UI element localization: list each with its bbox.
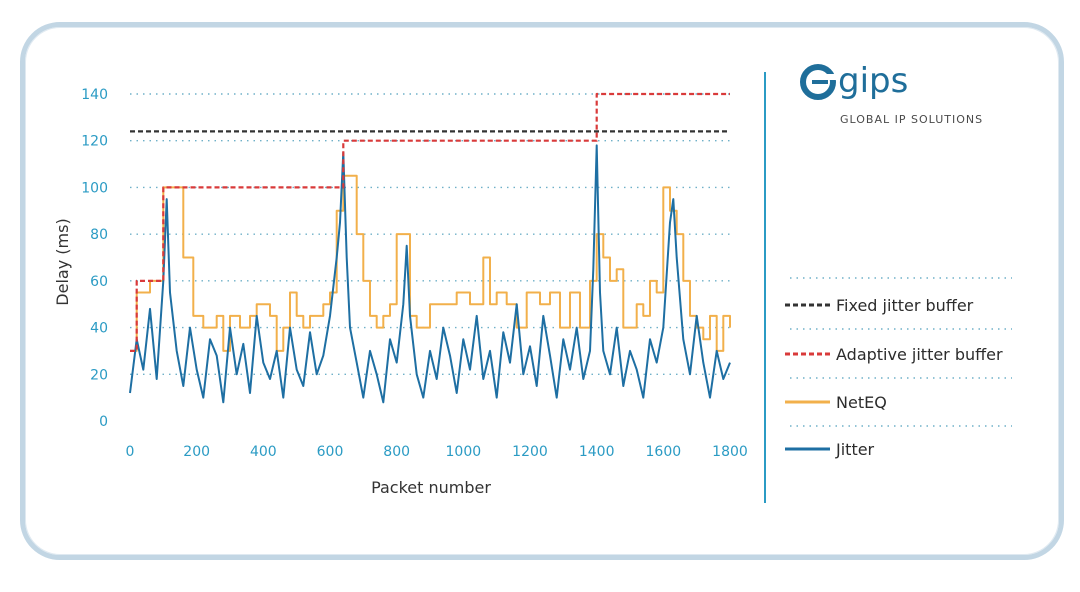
x-tick-label: 800	[383, 444, 410, 460]
y-tick-label: 140	[81, 87, 108, 103]
grid-lines	[130, 93, 730, 375]
brand-name: gips	[838, 61, 908, 101]
series-lines	[129, 92, 731, 404]
x-tick-label: 600	[317, 444, 344, 460]
x-tick-label: 1800	[712, 444, 748, 460]
legend-label-jitter: Jitter	[835, 440, 875, 459]
legend: Fixed jitter buffer Adaptive jitter buffe…	[785, 277, 1012, 459]
y-tick-label: 0	[99, 414, 108, 430]
legend-label-adaptive-jitter-buffer: Adaptive jitter buffer	[836, 345, 1003, 364]
y-tick-labels: 0 20 40 60 80 100 120 140	[81, 87, 108, 430]
x-tick-labels: 0 200 400 600 800 1000 1200 1400 1600 1800	[126, 444, 748, 460]
x-tick-label: 200	[183, 444, 210, 460]
y-tick-label: 40	[90, 321, 108, 337]
series-line-jitter	[129, 144, 731, 404]
x-axis-title: Packet number	[371, 478, 491, 497]
x-tick-label: 1000	[446, 444, 482, 460]
series-line-adaptive-jitter-buffer	[130, 92, 730, 352]
x-tick-label: 1400	[579, 444, 615, 460]
legend-label-neteq: NetEQ	[836, 393, 887, 412]
y-tick-label: 100	[81, 180, 108, 196]
x-tick-label: 1200	[512, 444, 548, 460]
gips-logo: gips GLOBAL IP SOLUTIONS	[800, 61, 983, 126]
y-tick-label: 80	[90, 227, 108, 243]
gips-logo-icon	[800, 64, 840, 100]
y-tick-label: 60	[90, 274, 108, 290]
y-tick-label: 120	[81, 134, 108, 150]
legend-label-fixed-jitter-buffer: Fixed jitter buffer	[836, 296, 974, 315]
y-axis-title: Delay (ms)	[53, 218, 72, 305]
brand-tagline: GLOBAL IP SOLUTIONS	[840, 113, 983, 126]
x-tick-label: 400	[250, 444, 277, 460]
x-tick-label: 1600	[646, 444, 682, 460]
series-line-neteq	[130, 174, 731, 352]
x-tick-label: 0	[126, 444, 135, 460]
y-tick-label: 20	[90, 367, 108, 383]
